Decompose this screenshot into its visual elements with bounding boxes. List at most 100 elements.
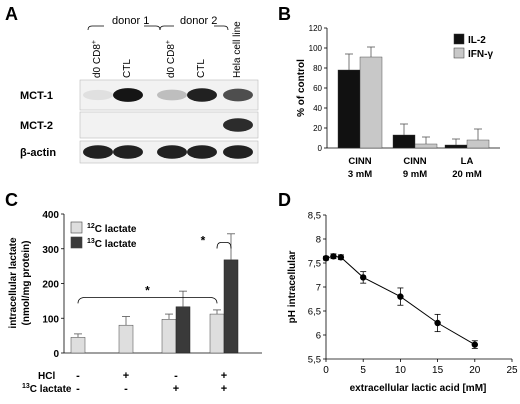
bar: [161, 319, 177, 354]
y-tick-label: 6: [316, 331, 321, 342]
y-tick-label: 120: [309, 24, 323, 33]
data-point: [434, 319, 441, 327]
y-tick-label: 400: [42, 210, 59, 221]
significance-star: *: [145, 283, 150, 297]
y-tick-label: 8: [316, 235, 321, 246]
blot-band: [223, 145, 253, 159]
y-tick-label: 0: [318, 144, 323, 153]
panel-label-a: A: [5, 4, 18, 24]
isotope-superscript: 13: [22, 383, 30, 390]
y-tick-label: 5,5: [308, 355, 321, 366]
blot-band: [113, 88, 143, 102]
condition-value: -: [174, 370, 178, 382]
y-axis-label: (nmol/mg protein): [21, 241, 32, 326]
panel-label-d: D: [278, 190, 291, 210]
bar: [444, 144, 468, 149]
condition-value: +: [123, 370, 129, 382]
y-tick-label: 7: [316, 283, 321, 294]
lane-labels: d0 CD8+ CTL d0 CD8+ CTL Hela cell line: [91, 21, 243, 78]
panel-b-chart: 0 20 40 60 80 100 120 % of control CINN 3 mM CINN 9…: [296, 24, 500, 180]
blot-band: [157, 145, 187, 159]
data-point: [337, 254, 345, 261]
x-tick-label: 25: [506, 365, 518, 376]
bar: [414, 143, 438, 149]
x-tick-label: 15: [432, 365, 444, 376]
lane-label: d0 CD8+: [91, 40, 103, 78]
bar: [209, 313, 225, 354]
bar: [392, 134, 416, 149]
data-point: [360, 274, 367, 281]
blot-label: β-actin: [20, 147, 56, 159]
condition-value: -: [124, 383, 128, 395]
bar: [70, 337, 86, 354]
y-tick-label: 20: [313, 124, 322, 133]
x-tick-label: 20: [469, 365, 481, 376]
panel-label-c: C: [5, 190, 18, 210]
blot-band: [83, 89, 113, 101]
category-label: 9 mM: [403, 169, 427, 180]
y-tick-label: 300: [42, 245, 59, 256]
y-tick-label: 6,5: [308, 307, 321, 318]
legend-text: C lactate: [95, 239, 137, 250]
y-tick-label: 100: [309, 44, 323, 53]
panel-a-western-blot: donor 1 donor 2 d0 CD8+ CTL d0 CD8+ CTL Hela…: [20, 15, 259, 164]
lane-label: d0 CD8+: [165, 40, 177, 78]
panel-c-chart: 0 100 200 300 400 intracellular lactate (nmol/…: [8, 210, 262, 395]
bar: [175, 306, 191, 354]
legend-swatch: [453, 47, 465, 59]
category-label: LA: [461, 156, 474, 167]
bar: [466, 139, 490, 149]
bar: [359, 56, 383, 149]
blot-label: MCT-2: [20, 120, 53, 132]
y-tick-label: 60: [313, 84, 322, 93]
blot-band: [223, 118, 253, 132]
condition-label: HCl: [38, 371, 55, 382]
lane-label: Hela cell line: [232, 21, 243, 78]
donor-1-label: donor 1: [112, 15, 149, 27]
blot-band: [187, 145, 217, 159]
y-axis-label: % of control: [296, 59, 307, 117]
legend-label: IFN-γ: [468, 49, 493, 60]
condition-value: +: [221, 370, 227, 382]
data-point: [471, 341, 478, 348]
lane-label: CTL: [196, 59, 207, 78]
blot-band: [83, 145, 113, 159]
condition-value: +: [221, 383, 227, 395]
data-point: [322, 255, 330, 262]
y-tick-label: 0: [53, 349, 59, 360]
bar: [118, 324, 134, 354]
x-tick-label: 0: [323, 365, 329, 376]
bar: [223, 259, 239, 354]
y-tick-label: 100: [42, 314, 59, 325]
significance-star: *: [201, 233, 206, 247]
cd8-superscript: +: [165, 40, 172, 44]
y-axis-label: pH intracellular: [287, 251, 298, 324]
significance-bracket: [77, 297, 218, 304]
category-label: CINN: [403, 156, 426, 167]
isotope-superscript: 12: [87, 223, 95, 230]
y-tick-label: 8,5: [308, 211, 321, 222]
legend-label: 13C lactate: [87, 238, 137, 250]
panel-label-b: B: [278, 4, 291, 24]
donor-2-bracket: [159, 25, 229, 31]
condition-text: C lactate: [30, 384, 72, 395]
legend-swatch: [453, 33, 465, 45]
condition-value: -: [76, 383, 80, 395]
x-tick-label: 10: [395, 365, 407, 376]
category-label: 20 mM: [452, 169, 482, 180]
x-tick-label: 5: [360, 365, 366, 376]
panel-d-chart: 5,5 6 6,5 7 7,5 8 8,5 0 5 10 15 20 25 pH intracellula…: [287, 211, 518, 395]
blot-strips: MCT-1 MCT-2 β-actin: [20, 79, 259, 164]
legend-swatch: [70, 221, 83, 234]
cd8-superscript: +: [91, 40, 98, 44]
condition-value: +: [173, 383, 179, 395]
y-tick-label: 80: [313, 64, 322, 73]
y-axis-label: intracellular lactate: [8, 237, 19, 329]
legend-label: 12C lactate: [87, 223, 137, 235]
blot-band: [187, 88, 217, 102]
data-point: [397, 293, 404, 300]
y-tick-label: 200: [42, 280, 59, 291]
blot-band: [157, 89, 187, 101]
blot-band: [113, 145, 143, 159]
